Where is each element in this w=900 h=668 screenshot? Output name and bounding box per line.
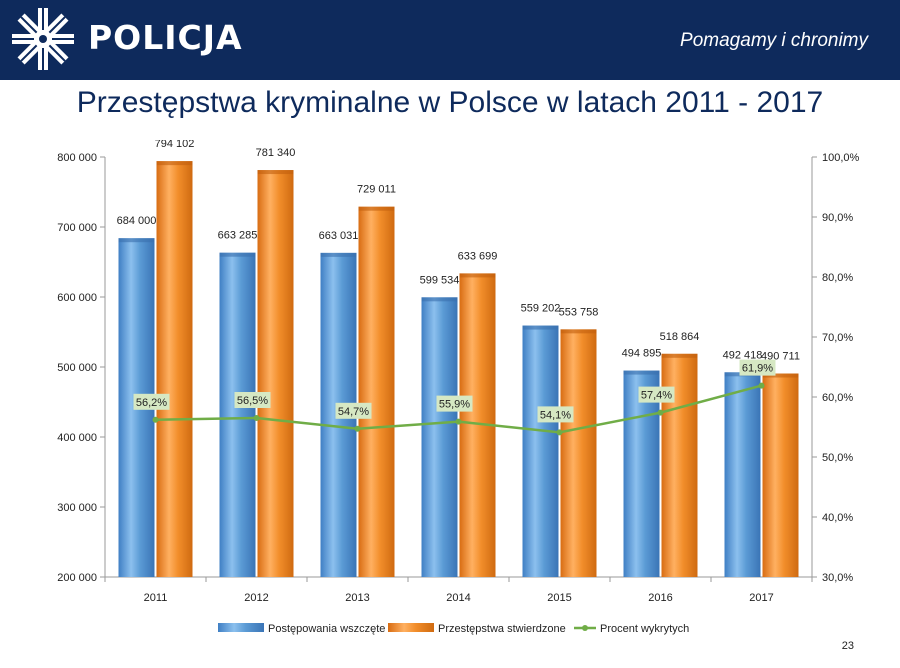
bar-data-label: 663 031 [319, 230, 359, 242]
line-point [152, 416, 159, 423]
bar-cap [219, 252, 256, 257]
line-label-box [739, 359, 776, 376]
bar-cap [762, 373, 799, 378]
bar-postepowania [623, 370, 660, 577]
line-point [455, 418, 462, 425]
line-data-label: 56,2% [136, 397, 167, 409]
line-label-box [234, 392, 271, 408]
line-data-label: 56,5% [237, 395, 268, 407]
bar-data-label: 494 895 [622, 348, 662, 360]
bar-cap [623, 370, 660, 375]
bar-przestepstwa [358, 206, 395, 577]
bar-data-label: 684 000 [117, 215, 157, 227]
bar-cap [421, 297, 458, 302]
y-right-tick-label: 50,0% [822, 452, 853, 464]
bar-data-label: 492 418 [723, 349, 763, 361]
y-left-tick-label: 500 000 [57, 362, 97, 374]
legend-swatch [388, 623, 434, 632]
x-tick-label: 2011 [144, 592, 168, 604]
police-star-icon [12, 8, 74, 70]
bar-data-label: 518 864 [660, 331, 700, 343]
legend-label: Procent wykrytych [600, 623, 689, 635]
line-point [657, 409, 664, 416]
bar-cap [320, 252, 357, 257]
x-tick-label: 2017 [749, 592, 773, 604]
bar-cap [118, 238, 155, 243]
y-right-tick-label: 60,0% [822, 392, 853, 404]
bar-data-label: 729 011 [357, 184, 396, 196]
bar-data-label: 794 102 [155, 140, 195, 150]
legend-label: Postępowania wszczęte [268, 623, 385, 635]
bar-data-label: 781 340 [256, 147, 296, 159]
y-right-tick-label: 80,0% [822, 272, 853, 284]
header-bar: POLICJA Pomagamy i chronimy [0, 0, 900, 80]
line-label-box [133, 393, 170, 410]
line-point [758, 382, 765, 389]
bar-postepowania [219, 252, 256, 577]
line-point [354, 425, 361, 432]
bar-data-label: 633 699 [458, 250, 498, 262]
x-tick-label: 2013 [345, 592, 369, 604]
line-label-box [335, 402, 372, 419]
legend-marker [582, 625, 588, 631]
y-left-tick-label: 300 000 [57, 502, 97, 514]
x-tick-label: 2015 [547, 592, 571, 604]
line-point [556, 429, 563, 436]
bar-przestepstwa [560, 329, 597, 577]
y-right-tick-label: 100,0% [822, 152, 860, 164]
bar-przestepstwa [762, 373, 799, 577]
line-data-label: 54,7% [338, 406, 369, 418]
bar-data-label: 559 202 [521, 303, 561, 315]
bar-cap [560, 329, 597, 334]
line-data-label: 61,9% [742, 363, 773, 375]
y-left-tick-label: 600 000 [57, 292, 97, 304]
bar-przestepstwa [156, 161, 193, 577]
line-label-box [436, 395, 473, 412]
y-left-tick-label: 200 000 [57, 572, 97, 584]
bar-data-label: 663 285 [218, 230, 258, 242]
line-data-label: 54,1% [540, 409, 571, 421]
line-label-box [537, 406, 574, 423]
bar-cap [522, 325, 559, 330]
line-data-label: 57,4% [641, 390, 672, 402]
legend-label: Przestępstwa stwierdzone [438, 623, 566, 635]
x-tick-label: 2014 [446, 592, 470, 604]
slogan: Pomagamy i chronimy [680, 30, 868, 51]
bar-cap [358, 206, 395, 211]
y-right-tick-label: 70,0% [822, 332, 853, 344]
slide-title: Przestępstwa kryminalne w Polsce w latac… [76, 86, 824, 119]
line-point [253, 415, 260, 421]
x-tick-label: 2012 [244, 592, 268, 604]
page-number: 23 [841, 640, 854, 652]
bar-cap [459, 273, 496, 278]
bar-postepowania [421, 297, 458, 577]
y-left-tick-label: 700 000 [57, 222, 97, 234]
bar-postepowania [724, 372, 761, 577]
brand-name: POLICJA [88, 18, 243, 57]
bar-cap [156, 161, 193, 166]
y-left-tick-label: 800 000 [57, 152, 97, 164]
bar-data-label: 490 711 [761, 351, 800, 363]
bar-postepowania [522, 325, 559, 577]
bar-data-label: 599 534 [420, 274, 460, 286]
bar-przestepstwa [257, 170, 294, 577]
bar-data-label: 553 758 [559, 306, 599, 318]
bar-cap [257, 170, 294, 175]
line-label-box [638, 386, 675, 403]
y-right-tick-label: 40,0% [822, 512, 853, 524]
bar-cap [661, 353, 698, 358]
combo-chart: 200 000 300 000 400 000 500 000 600 000 700 0… [57, 140, 860, 635]
legend-swatch [218, 623, 264, 632]
x-tick-label: 2016 [648, 592, 672, 604]
y-right-tick-label: 30,0% [822, 572, 853, 584]
line-data-label: 55,9% [439, 399, 470, 411]
y-left-tick-label: 400 000 [57, 432, 97, 444]
y-right-tick-label: 90,0% [822, 212, 853, 224]
